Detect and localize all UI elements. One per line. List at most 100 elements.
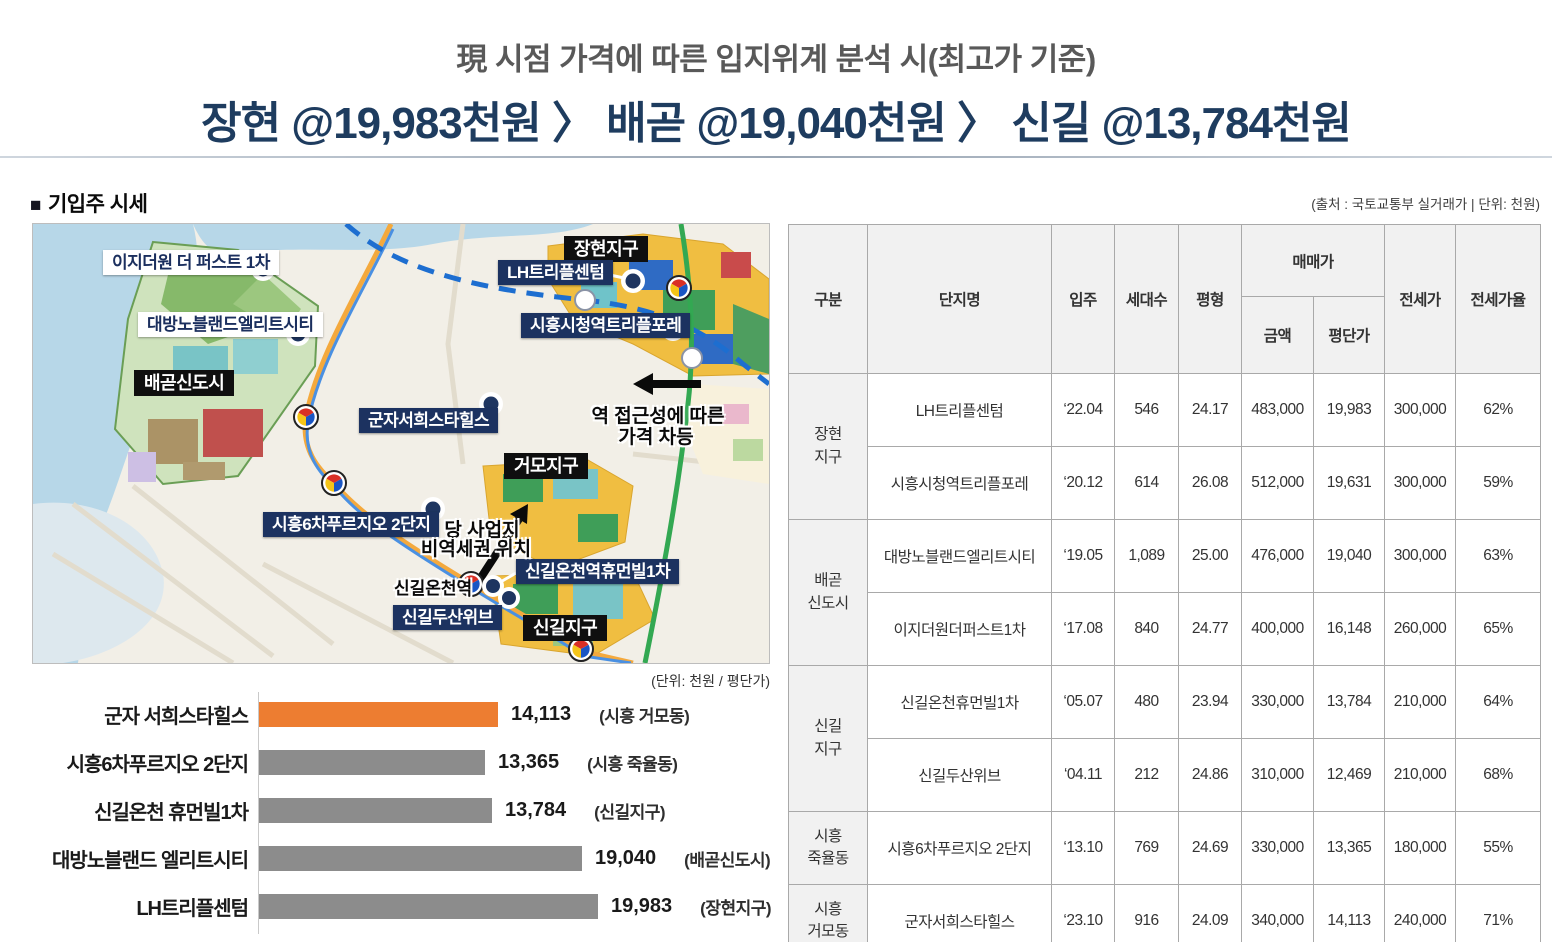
cell-households: 480 (1114, 665, 1179, 739)
map-label-geomo-district: 거모지구 (504, 453, 589, 479)
cell-name: 신길온천휴먼빌1차 (867, 665, 1052, 739)
table-row: 시흥 죽율동 시흥6차푸르지오 2단지 ‘13.10 769 24.69 330… (788, 811, 1541, 885)
cell-movein: ‘19.05 (1051, 519, 1115, 593)
rail-station-icon (574, 289, 596, 311)
title-divider (0, 156, 1552, 158)
cell-jeonse: 260,000 (1384, 592, 1456, 666)
map-label-janghyeon-district: 장현지구 (564, 236, 649, 262)
table-row: 장현 지구 LH트리플센텀 ‘22.04 546 24.17 483,000 1… (788, 373, 1541, 520)
cell-jeonse: 180,000 (1384, 811, 1456, 885)
title-block: 現 시점 가격에 따른 입지위계 분석 시(최고가 기준) 장현 @19,983… (0, 34, 1552, 151)
col-header-movein: 입주 (1051, 224, 1115, 374)
cell-name: 대방노블랜드엘리트시티 (867, 519, 1052, 593)
col-header-ratio: 전세가율 (1455, 224, 1541, 374)
map-annotation-station-access-1: 역 접근성에 따른 (591, 406, 725, 427)
table-row: 신길 지구 신길온천휴먼빌1차 ‘05.07 480 23.94 330,000… (788, 665, 1541, 812)
cell-households: 1,089 (1114, 519, 1179, 593)
location-map: 이지더원 더 퍼스트 1차 대방노블랜드엘리트시티 배곧신도시 장현지구 LH트… (32, 223, 770, 664)
price-table: 구분 단지명 입주 세대수 평형 매매가 전세가 전세가율 금액 평단가 장현 … (788, 224, 1541, 942)
cell-movein: ‘13.10 (1051, 811, 1115, 885)
source-note: (출처 : 국토교통부 실거래가 | 단위: 천원) (1311, 197, 1540, 212)
bar-daebang-nobleland (258, 845, 582, 871)
chart-unit-label: (단위: 천원 / 평단가) (651, 673, 770, 689)
cell-households: 614 (1114, 446, 1179, 520)
cell-perpyeong: 19,983 (1313, 373, 1385, 447)
cell-amount: 310,000 (1241, 738, 1314, 812)
cell-households: 546 (1114, 373, 1179, 447)
bar-category-label: 시흥6차푸르지오 2단지 (66, 753, 249, 776)
cell-households: 916 (1114, 884, 1179, 942)
cell-perpyeong: 16,148 (1313, 592, 1385, 666)
col-header-gubun: 구분 (788, 224, 868, 374)
bar-category-label: 신길온천 휴먼빌1차 (94, 801, 249, 824)
cell-perpyeong: 13,784 (1313, 665, 1385, 739)
table-row: 배곧 신도시 대방노블랜드엘리트시티 ‘19.05 1,089 25.00 47… (788, 519, 1541, 666)
cell-ratio: 71% (1455, 884, 1541, 942)
price-bar-chart: 군자 서희스타힐스 14,113 (시흥 거모동) 시흥6차푸르지오 2단지 1… (30, 690, 772, 940)
bar-region-note: (시흥 거모동) (599, 706, 690, 726)
cell-movein: ‘22.04 (1051, 373, 1115, 447)
bar-lh-triple-centum (258, 893, 598, 919)
map-annotation-site-2: 비역세권 위치 (420, 539, 532, 560)
map-label-prugio-2danji: 시흥6차푸르지오 2단지 (263, 512, 440, 537)
price-table-wrap: 구분 단지명 입주 세대수 평형 매매가 전세가 전세가율 금액 평단가 장현 … (788, 224, 1541, 942)
rail-station-icon (681, 347, 703, 369)
cell-amount: 512,000 (1241, 446, 1314, 520)
bar-gunja-seohee (258, 701, 498, 727)
table-row: 이지더원더퍼스트1차 ‘17.08 840 24.77 400,000 16,1… (789, 592, 1541, 666)
chart-axis-line (258, 692, 259, 934)
col-header-amount: 금액 (1241, 296, 1314, 374)
map-label-daebang-nobleland: 대방노블랜드엘리트시티 (138, 312, 323, 337)
cell-perpyeong: 14,113 (1313, 884, 1385, 942)
bar-region-note: (신길지구) (594, 802, 666, 822)
bar-row: 대방노블랜드 엘리트시티 19,040 (배곧신도시) (30, 834, 771, 882)
table-row: 신길두산위브 ‘04.11 212 24.86 310,000 12,469 2… (789, 738, 1541, 812)
table-row: 시흥시청역트리플포레 ‘20.12 614 26.08 512,000 19,6… (789, 446, 1541, 520)
table-row: 시흥 거모동 군자서희스타힐스 ‘23.10 916 24.09 340,000… (788, 884, 1541, 942)
col-header-pyeong: 평형 (1178, 224, 1242, 374)
cell-jeonse: 300,000 (1384, 373, 1456, 447)
cell-ratio: 55% (1455, 811, 1541, 885)
cell-pyeong: 26.08 (1178, 446, 1242, 520)
bar-category-label: 군자 서희스타힐스 (104, 705, 249, 728)
cell-amount: 400,000 (1241, 592, 1314, 666)
bar-value: 14,113 (511, 702, 572, 725)
group-cell-singil: 신길 지구 (788, 665, 868, 812)
cell-ratio: 65% (1455, 592, 1541, 666)
cell-ratio: 59% (1455, 446, 1541, 520)
map-label-sihung-cityhall-triplefore: 시흥시청역트리플포레 (521, 313, 691, 338)
bar-value: 19,040 (595, 846, 657, 869)
cell-name: 시흥6차푸르지오 2단지 (867, 811, 1052, 885)
cell-pyeong: 24.77 (1178, 592, 1242, 666)
cell-pyeong: 24.17 (1178, 373, 1242, 447)
cell-jeonse: 210,000 (1384, 665, 1456, 739)
cell-movein: ‘17.08 (1051, 592, 1115, 666)
cell-perpyeong: 19,040 (1313, 519, 1385, 593)
subway-station-icon (293, 404, 319, 430)
bar-singil-humanville (258, 797, 492, 823)
col-header-perpyeong: 평단가 (1313, 296, 1385, 374)
cell-pyeong: 23.94 (1178, 665, 1242, 739)
bar-category-label: 대방노블랜드 엘리트시티 (52, 849, 249, 872)
site-location-arrow-icon (474, 504, 528, 585)
cell-ratio: 63% (1455, 519, 1541, 593)
bar-category-label: LH트리플센텀 (136, 897, 249, 920)
cell-amount: 330,000 (1241, 665, 1314, 739)
map-label-singil-doosan-weve: 신길두산위브 (393, 605, 502, 630)
cell-movein: ‘20.12 (1051, 446, 1115, 520)
bar-region-note: (배곧신도시) (684, 850, 771, 870)
subway-station-icon (666, 275, 692, 301)
price-gap-arrow-icon (633, 373, 701, 395)
col-header-households: 세대수 (1114, 224, 1179, 374)
cell-name: 군자서희스타힐스 (867, 884, 1052, 942)
subway-station-icon (321, 470, 347, 496)
cell-pyeong: 24.69 (1178, 811, 1242, 885)
cell-ratio: 68% (1455, 738, 1541, 812)
section-title: ■ 기입주 시세 (30, 188, 148, 218)
cell-ratio: 62% (1455, 373, 1541, 447)
map-annotation-site-1: 당 사업지 (444, 520, 520, 541)
cell-perpyeong: 13,365 (1313, 811, 1385, 885)
bar-value: 19,983 (611, 894, 673, 917)
map-label-baegot-newtown: 배곧신도시 (134, 370, 235, 396)
